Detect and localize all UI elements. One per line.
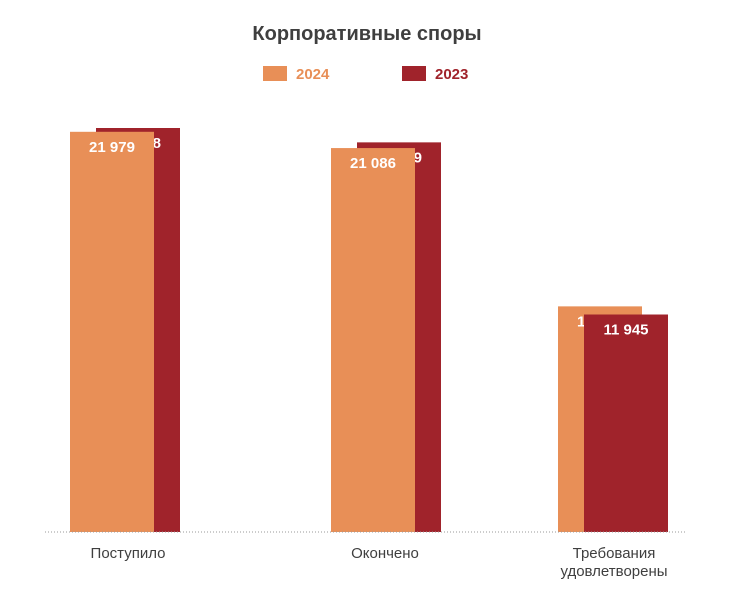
bar-2024-1 xyxy=(331,148,415,533)
chart-title: Корпоративные споры xyxy=(252,23,481,45)
legend-label-2024: 2024 xyxy=(296,66,330,83)
legend-swatch-2023 xyxy=(402,66,426,81)
bar-2024-0 xyxy=(70,131,154,532)
category-label-2-line-1: удовлетворены xyxy=(560,563,667,580)
legend: 2024 2023 xyxy=(263,66,468,83)
category-label-1: Окончено xyxy=(351,545,419,562)
category-label-2-line-0: Требования xyxy=(573,545,656,562)
bar-value-label-2024-1: 21 086 xyxy=(350,155,396,172)
category-label-0: Поступило xyxy=(91,545,166,562)
legend-swatch-2024 xyxy=(263,66,287,81)
legend-label-2023: 2023 xyxy=(435,66,468,83)
bar-value-label-2024-0: 21 979 xyxy=(89,139,135,156)
bar-value-label-2023-2: 11 945 xyxy=(603,322,648,339)
bar-2023-2 xyxy=(584,314,668,532)
